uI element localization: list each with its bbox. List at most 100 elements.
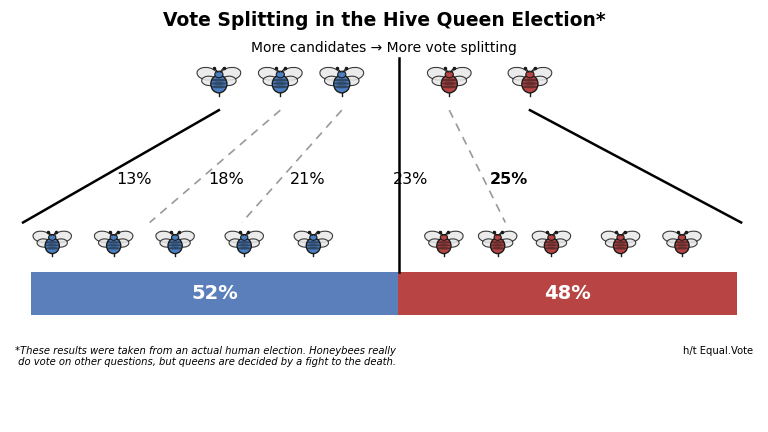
Text: 52%: 52% [191, 284, 238, 303]
Ellipse shape [229, 239, 243, 247]
Ellipse shape [283, 76, 297, 86]
Ellipse shape [491, 244, 505, 247]
Ellipse shape [107, 238, 121, 254]
Ellipse shape [225, 231, 243, 242]
Ellipse shape [675, 244, 689, 247]
Ellipse shape [240, 235, 248, 240]
Ellipse shape [545, 241, 558, 244]
Ellipse shape [553, 231, 571, 242]
Ellipse shape [491, 247, 505, 250]
Ellipse shape [678, 235, 686, 240]
Ellipse shape [221, 76, 236, 86]
Ellipse shape [548, 235, 555, 240]
Ellipse shape [306, 244, 320, 247]
Bar [31, 272, 398, 315]
Ellipse shape [54, 231, 71, 242]
Ellipse shape [54, 239, 68, 247]
Ellipse shape [536, 239, 550, 247]
Ellipse shape [545, 247, 558, 250]
Bar [398, 272, 737, 315]
Ellipse shape [526, 71, 534, 78]
Ellipse shape [272, 75, 289, 93]
Ellipse shape [98, 239, 112, 247]
Ellipse shape [306, 241, 320, 244]
Ellipse shape [156, 231, 174, 242]
Text: *These results were taken from an actual human election. Honeybees really
 do vo: *These results were taken from an actual… [15, 346, 396, 367]
Ellipse shape [545, 238, 558, 254]
Ellipse shape [220, 67, 240, 80]
Ellipse shape [282, 67, 302, 80]
Ellipse shape [315, 231, 333, 242]
Ellipse shape [429, 239, 442, 247]
Ellipse shape [663, 231, 680, 242]
Ellipse shape [333, 75, 350, 93]
Ellipse shape [440, 235, 448, 240]
Ellipse shape [306, 247, 320, 250]
Ellipse shape [508, 67, 528, 80]
Ellipse shape [499, 231, 517, 242]
Ellipse shape [168, 247, 182, 250]
Ellipse shape [531, 67, 551, 80]
Ellipse shape [499, 239, 513, 247]
Ellipse shape [197, 67, 217, 80]
Ellipse shape [437, 247, 451, 250]
Ellipse shape [622, 239, 636, 247]
Ellipse shape [246, 231, 263, 242]
Ellipse shape [441, 75, 458, 93]
Ellipse shape [237, 247, 251, 250]
Ellipse shape [325, 76, 339, 86]
Ellipse shape [110, 235, 118, 240]
Ellipse shape [45, 247, 59, 250]
Ellipse shape [263, 76, 278, 86]
Ellipse shape [442, 79, 457, 82]
Text: More candidates → More vote splitting: More candidates → More vote splitting [251, 41, 517, 55]
Ellipse shape [310, 235, 317, 240]
Ellipse shape [344, 76, 359, 86]
Ellipse shape [601, 231, 619, 242]
Ellipse shape [614, 247, 627, 250]
Ellipse shape [211, 86, 227, 88]
Ellipse shape [210, 75, 227, 93]
Ellipse shape [168, 241, 182, 244]
Ellipse shape [334, 79, 349, 82]
Ellipse shape [202, 76, 217, 86]
Ellipse shape [298, 239, 312, 247]
Ellipse shape [334, 86, 349, 88]
Ellipse shape [478, 231, 496, 242]
Ellipse shape [491, 241, 505, 244]
Ellipse shape [168, 244, 182, 247]
Text: 18%: 18% [209, 172, 244, 187]
Ellipse shape [452, 76, 466, 86]
Text: 48%: 48% [545, 284, 591, 303]
Ellipse shape [614, 241, 627, 244]
Ellipse shape [432, 76, 447, 86]
Ellipse shape [315, 239, 329, 247]
Ellipse shape [160, 239, 174, 247]
Ellipse shape [425, 231, 442, 242]
Ellipse shape [215, 71, 223, 78]
Ellipse shape [445, 231, 463, 242]
Ellipse shape [684, 231, 701, 242]
Ellipse shape [482, 239, 496, 247]
Ellipse shape [48, 235, 56, 240]
Ellipse shape [338, 71, 346, 78]
Ellipse shape [491, 238, 505, 254]
Ellipse shape [45, 244, 59, 247]
Ellipse shape [320, 67, 340, 80]
Ellipse shape [532, 231, 550, 242]
Ellipse shape [45, 238, 59, 254]
Ellipse shape [437, 244, 451, 247]
Ellipse shape [437, 238, 451, 254]
Ellipse shape [246, 239, 260, 247]
Ellipse shape [522, 82, 538, 85]
Text: 23%: 23% [393, 172, 429, 187]
Ellipse shape [237, 241, 251, 244]
Ellipse shape [522, 75, 538, 93]
Ellipse shape [177, 239, 190, 247]
Ellipse shape [306, 238, 320, 254]
Text: h/t Equal.Vote: h/t Equal.Vote [683, 346, 753, 356]
Ellipse shape [675, 241, 689, 244]
Ellipse shape [437, 241, 451, 244]
Ellipse shape [522, 79, 538, 82]
Ellipse shape [107, 244, 121, 247]
